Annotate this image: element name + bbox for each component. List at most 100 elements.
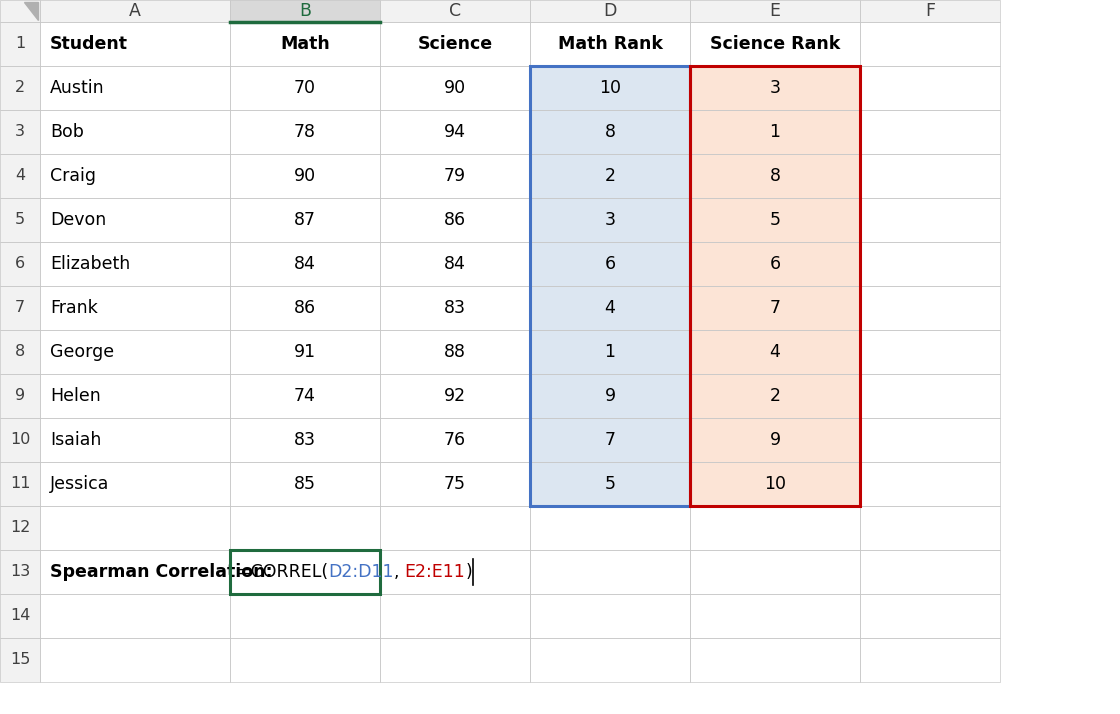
Bar [230, 22, 380, 66]
Text: Helen: Helen [50, 387, 101, 405]
Bar [0, 330, 40, 374]
Bar [0, 66, 40, 110]
Bar [380, 198, 530, 242]
Text: 88: 88 [444, 343, 466, 361]
Bar [530, 0, 690, 22]
Bar [40, 418, 230, 462]
Bar [230, 286, 380, 330]
Bar [530, 66, 690, 506]
Text: A: A [129, 2, 141, 20]
Text: 86: 86 [293, 299, 316, 317]
Bar [0, 242, 40, 286]
Bar [40, 242, 230, 286]
Bar [530, 418, 690, 462]
Bar [0, 418, 40, 462]
Bar [690, 0, 860, 22]
Text: Frank: Frank [50, 299, 97, 317]
Bar [380, 594, 530, 638]
Bar [860, 594, 1000, 638]
Text: 8: 8 [15, 344, 25, 360]
Text: 13: 13 [10, 565, 30, 580]
Bar [0, 638, 40, 682]
Text: F: F [925, 2, 935, 20]
Text: Spearman Correlation:: Spearman Correlation: [50, 563, 272, 581]
Bar [230, 154, 380, 198]
Bar [530, 110, 690, 154]
Text: 10: 10 [599, 79, 620, 97]
Bar [0, 242, 40, 286]
Text: 9: 9 [769, 431, 781, 449]
Bar [40, 418, 230, 462]
Bar [40, 330, 230, 374]
Bar [530, 638, 690, 682]
Bar [230, 638, 380, 682]
Bar [530, 154, 690, 198]
Text: D: D [604, 2, 617, 20]
Bar [860, 0, 1000, 22]
Bar [860, 154, 1000, 198]
Text: 6: 6 [605, 255, 616, 273]
Bar [690, 154, 860, 198]
Bar [690, 506, 860, 550]
Bar [380, 22, 530, 66]
Text: 92: 92 [444, 387, 466, 405]
Bar [690, 462, 860, 506]
Text: 6: 6 [15, 256, 25, 271]
Text: 74: 74 [295, 387, 316, 405]
Bar [860, 550, 1000, 594]
Text: 15: 15 [10, 653, 30, 668]
Bar [40, 22, 230, 66]
Bar [40, 550, 230, 594]
Bar [0, 0, 40, 22]
Bar [0, 462, 40, 506]
Bar [530, 242, 690, 286]
Bar [690, 66, 860, 110]
Bar [530, 286, 690, 330]
Bar [40, 198, 230, 242]
Bar [690, 22, 860, 66]
Bar [40, 286, 230, 330]
Bar [0, 110, 40, 154]
Bar [40, 154, 230, 198]
Bar [0, 550, 40, 594]
Bar [230, 506, 380, 550]
Bar [530, 550, 690, 594]
Text: 4: 4 [605, 299, 615, 317]
Bar [530, 242, 690, 286]
Bar [380, 66, 530, 110]
Bar [40, 22, 230, 66]
Bar [230, 550, 380, 594]
Text: 14: 14 [10, 608, 30, 623]
Bar [40, 242, 230, 286]
Bar [860, 242, 1000, 286]
Bar [40, 462, 230, 506]
Text: 4: 4 [15, 169, 25, 183]
Bar [690, 0, 860, 22]
Bar [380, 638, 530, 682]
Bar [860, 110, 1000, 154]
Bar [230, 66, 380, 110]
Text: 10: 10 [10, 433, 30, 448]
Text: 85: 85 [293, 475, 316, 493]
Text: Devon: Devon [50, 211, 106, 229]
Bar [860, 638, 1000, 682]
Text: ,: , [393, 563, 404, 581]
Bar [690, 594, 860, 638]
Bar [530, 198, 690, 242]
Bar [690, 594, 860, 638]
Text: =CORREL(: =CORREL( [236, 563, 328, 581]
Bar [380, 330, 530, 374]
Bar [690, 242, 860, 286]
Bar [690, 638, 860, 682]
Text: 12: 12 [10, 521, 30, 536]
Bar [860, 198, 1000, 242]
Bar [230, 374, 380, 418]
Text: George: George [50, 343, 114, 361]
Bar [530, 22, 690, 66]
Text: 3: 3 [769, 79, 781, 97]
Text: Science: Science [418, 35, 493, 53]
Bar [40, 330, 230, 374]
Bar [230, 550, 380, 594]
Bar [230, 330, 380, 374]
Bar [860, 374, 1000, 418]
